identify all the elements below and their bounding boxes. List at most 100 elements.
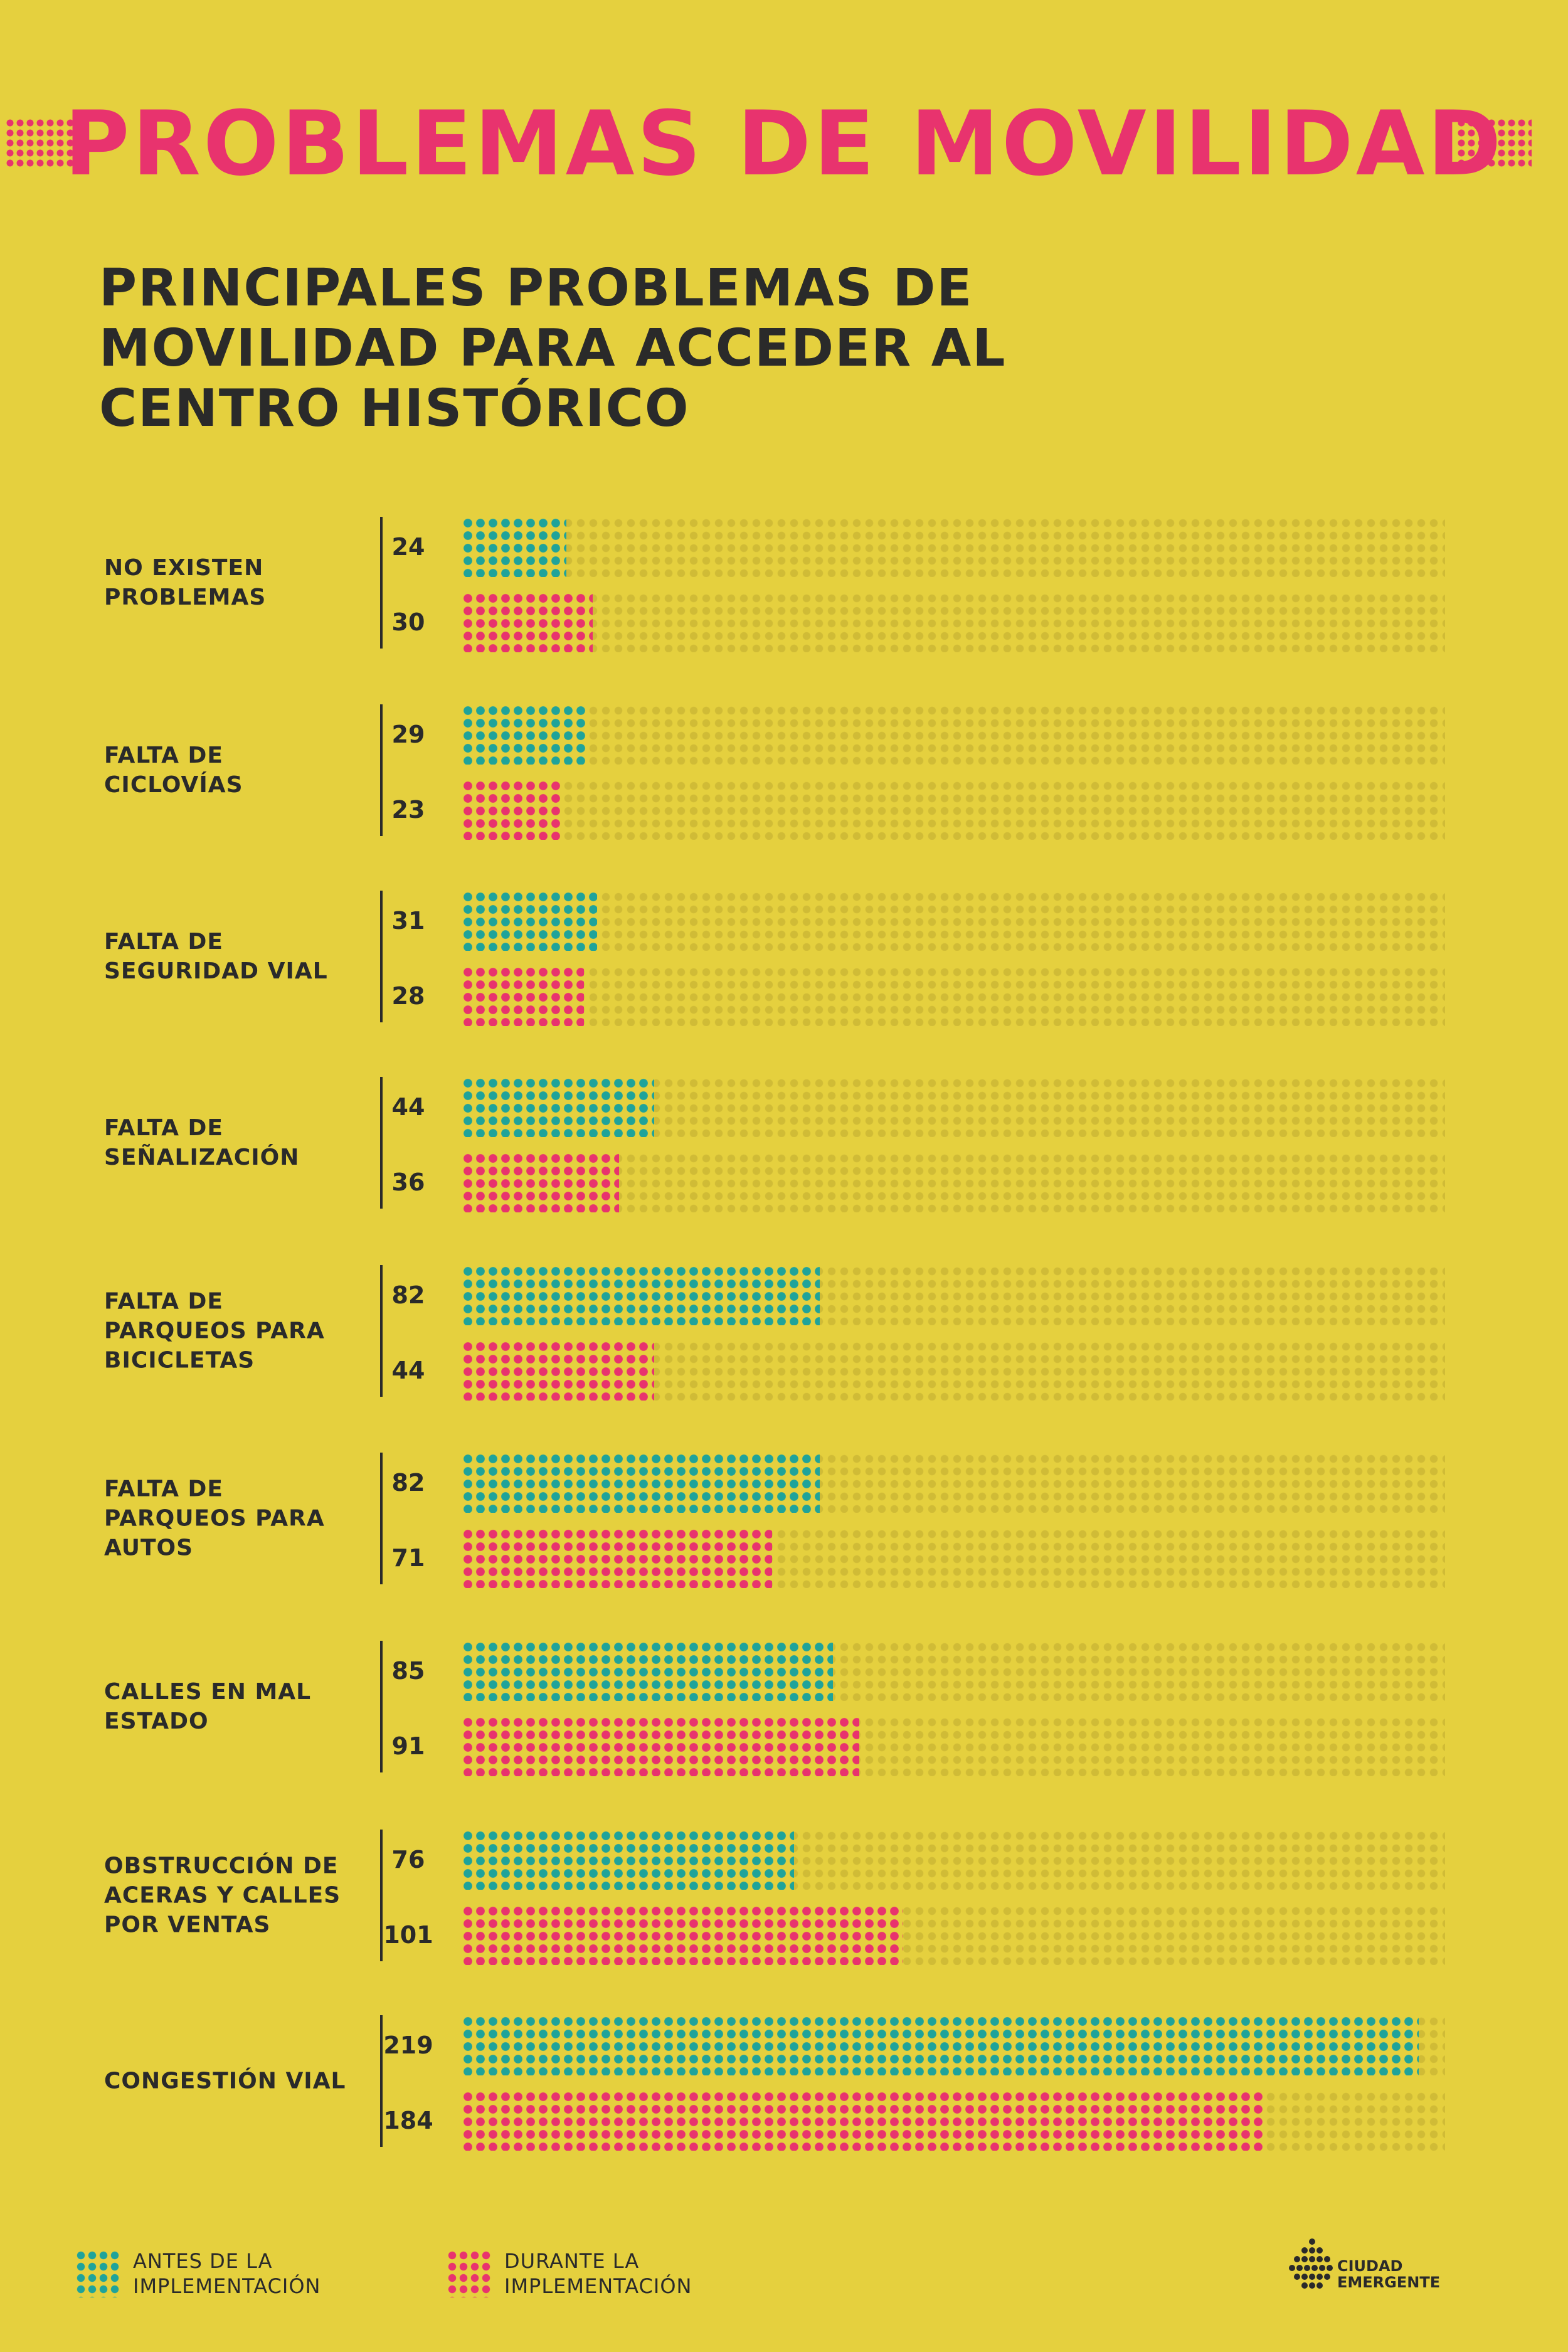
category-label: OBSTRUCCIÓN DE ACERAS Y CALLES POR VENTA… bbox=[104, 1853, 341, 1938]
category-group: FALTA DE PARQUEOS PARA AUTOS 82 71 bbox=[0, 1453, 1568, 1588]
data-label: 91 bbox=[391, 1732, 425, 1760]
category-group: FALTA DE SEÑALIZACIÓN 44 36 bbox=[0, 1077, 1568, 1212]
category-group: FALTA DE CICLOVÍAS 29 23 bbox=[0, 704, 1568, 840]
bar-row-antes: 31 bbox=[0, 891, 1568, 951]
category-label: CONGESTIÓN VIAL bbox=[104, 2068, 346, 2094]
bar-durante bbox=[462, 966, 584, 1026]
axis-divider bbox=[380, 891, 383, 1022]
category-group: FALTA DE SEGURIDAD VIAL 31 28 bbox=[0, 891, 1568, 1026]
category-group: CONGESTIÓN VIAL 219 184 bbox=[0, 2015, 1568, 2151]
legend-label-antes: ANTES DE LA IMPLEMENTACIÓN bbox=[133, 2249, 321, 2298]
bar-row-durante: 184 bbox=[0, 2090, 1568, 2151]
data-label: 71 bbox=[391, 1544, 425, 1572]
bar-row-durante: 23 bbox=[0, 780, 1568, 840]
bar-track bbox=[462, 780, 1445, 840]
chart-title: PRINCIPALES PROBLEMAS DE MOVILIDAD PARA … bbox=[99, 258, 1007, 438]
category-label: FALTA DE CICLOVÍAS bbox=[104, 743, 243, 798]
data-label: 29 bbox=[391, 721, 425, 748]
category-label: NO EXISTEN PROBLEMAS bbox=[104, 555, 267, 610]
dot-pattern-decoration bbox=[1456, 118, 1532, 168]
bar-antes bbox=[462, 1641, 833, 1701]
page-title: PROBLEMAS DE MOVILIDAD bbox=[64, 92, 1504, 196]
category-group: FALTA DE PARQUEOS PARA BICICLETAS 82 44 bbox=[0, 1265, 1568, 1401]
bar-track bbox=[462, 891, 1445, 951]
bar-antes bbox=[462, 1453, 820, 1513]
logo-dots-icon bbox=[1289, 2238, 1333, 2289]
data-label: 36 bbox=[391, 1168, 425, 1196]
category-label: FALTA DE SEGURIDAD VIAL bbox=[104, 929, 328, 984]
bar-row-durante: 101 bbox=[0, 1905, 1568, 1965]
bar-durante bbox=[462, 1340, 654, 1401]
bar-row-antes: 82 bbox=[0, 1265, 1568, 1325]
data-label: 28 bbox=[391, 982, 425, 1010]
data-label: 219 bbox=[383, 2032, 433, 2059]
legend-swatch-antes bbox=[75, 2250, 120, 2297]
bar-durante bbox=[462, 592, 593, 652]
data-label: 82 bbox=[391, 1469, 425, 1496]
legend-item-antes: ANTES DE LA IMPLEMENTACIÓN bbox=[75, 2249, 401, 2299]
bar-antes bbox=[462, 891, 597, 951]
bar-durante bbox=[462, 1528, 772, 1588]
legend-label-durante: DURANTE LA IMPLEMENTACIÓN bbox=[504, 2249, 692, 2298]
bar-row-antes: 85 bbox=[0, 1641, 1568, 1701]
bar-antes bbox=[462, 704, 588, 765]
data-label: 184 bbox=[383, 2107, 433, 2134]
category-label: FALTA DE PARQUEOS PARA AUTOS bbox=[104, 1476, 325, 1561]
legend-item-durante: DURANTE LA IMPLEMENTACIÓN bbox=[447, 2249, 773, 2299]
bar-row-durante: 71 bbox=[0, 1528, 1568, 1588]
bar-track bbox=[462, 966, 1445, 1026]
data-label: 101 bbox=[383, 1921, 433, 1949]
bar-row-durante: 36 bbox=[0, 1152, 1568, 1212]
bar-antes bbox=[462, 517, 566, 577]
category-group: NO EXISTEN PROBLEMAS 24 30 bbox=[0, 517, 1568, 652]
category-group: OBSTRUCCIÓN DE ACERAS Y CALLES POR VENTA… bbox=[0, 1830, 1568, 1965]
bar-row-durante: 28 bbox=[0, 966, 1568, 1026]
data-label: 31 bbox=[391, 907, 425, 935]
axis-divider bbox=[380, 517, 383, 649]
bar-durante bbox=[462, 1152, 619, 1212]
bar-row-antes: 24 bbox=[0, 517, 1568, 577]
bar-durante bbox=[462, 1716, 859, 1776]
bar-row-antes: 219 bbox=[0, 2015, 1568, 2075]
data-label: 30 bbox=[391, 608, 425, 636]
axis-divider bbox=[380, 1077, 383, 1209]
legend-swatch-durante bbox=[447, 2250, 492, 2297]
bar-row-antes: 44 bbox=[0, 1077, 1568, 1137]
logo-text: CIUDAD EMERGENTE bbox=[1337, 2257, 1441, 2291]
bar-row-antes: 29 bbox=[0, 704, 1568, 765]
ciudad-emergente-logo: CIUDAD EMERGENTE bbox=[1287, 2237, 1444, 2294]
page-header: PROBLEMAS DE MOVILIDAD bbox=[0, 94, 1568, 194]
bar-row-durante: 91 bbox=[0, 1716, 1568, 1776]
dot-pattern-decoration bbox=[5, 118, 80, 168]
axis-divider bbox=[380, 1830, 383, 1961]
bar-durante bbox=[462, 780, 562, 840]
axis-divider bbox=[380, 1641, 383, 1772]
bar-track bbox=[462, 592, 1445, 652]
axis-divider bbox=[380, 2015, 383, 2147]
category-label: FALTA DE SEÑALIZACIÓN bbox=[104, 1115, 300, 1170]
bar-durante bbox=[462, 2090, 1266, 2151]
data-label: 44 bbox=[391, 1357, 425, 1384]
bar-antes bbox=[462, 1265, 820, 1325]
data-label: 85 bbox=[391, 1657, 425, 1685]
data-label: 76 bbox=[391, 1846, 425, 1873]
axis-divider bbox=[380, 704, 383, 836]
data-label: 82 bbox=[391, 1281, 425, 1309]
category-label: CALLES EN MAL ESTADO bbox=[104, 1679, 312, 1734]
category-group: CALLES EN MAL ESTADO 85 91 bbox=[0, 1641, 1568, 1776]
bar-row-durante: 44 bbox=[0, 1340, 1568, 1401]
bar-row-antes: 82 bbox=[0, 1453, 1568, 1513]
data-label: 44 bbox=[391, 1093, 425, 1121]
bar-durante bbox=[462, 1905, 903, 1965]
axis-divider bbox=[380, 1453, 383, 1584]
category-label: FALTA DE PARQUEOS PARA BICICLETAS bbox=[104, 1288, 325, 1374]
bar-track bbox=[462, 517, 1445, 577]
bar-antes bbox=[462, 2015, 1419, 2075]
bar-track bbox=[462, 704, 1445, 765]
data-label: 24 bbox=[391, 533, 425, 561]
bar-antes bbox=[462, 1830, 794, 1890]
bar-row-antes: 76 bbox=[0, 1830, 1568, 1890]
bar-antes bbox=[462, 1077, 654, 1137]
axis-divider bbox=[380, 1265, 383, 1397]
data-label: 23 bbox=[391, 796, 425, 824]
